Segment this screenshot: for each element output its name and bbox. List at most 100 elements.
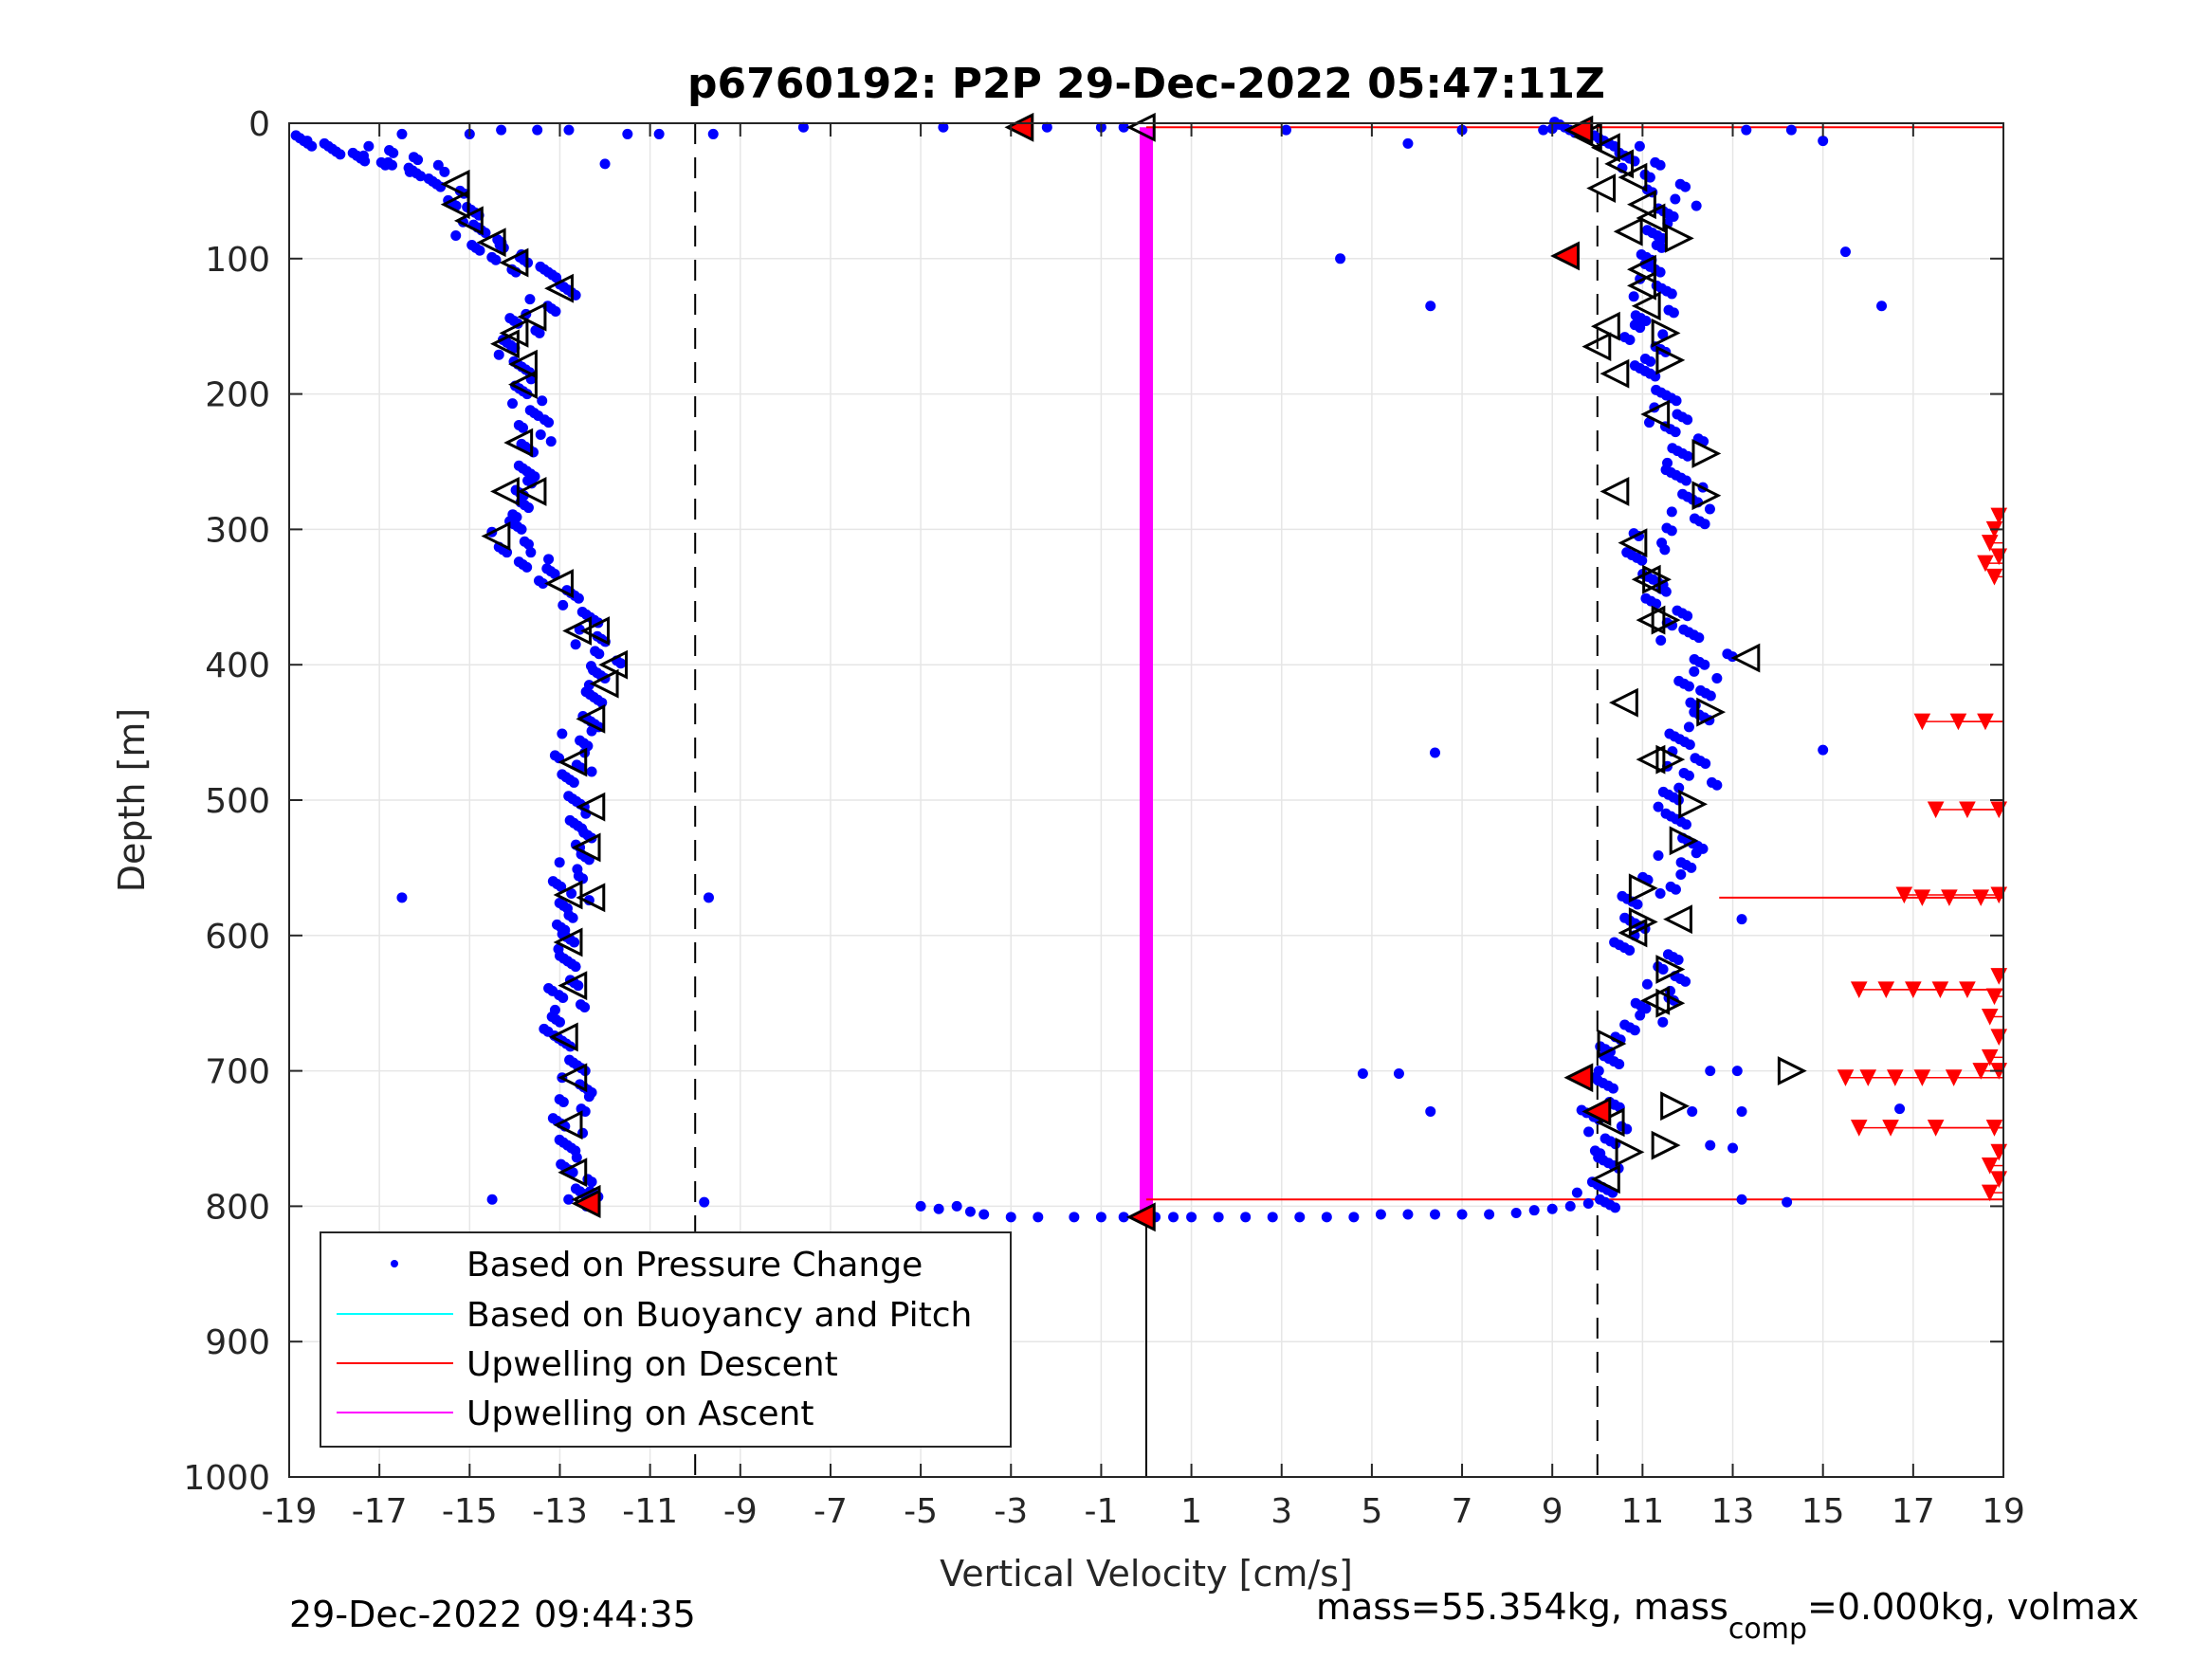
descent-velocity-point [474,245,485,256]
descent-velocity-point [387,159,398,171]
ascent-velocity-point [1636,555,1648,566]
y-axis-label: Depth [m] [111,708,153,893]
left-triangle-marker [1631,291,1661,321]
ascent-velocity-point [1683,770,1694,781]
right-triangle-marker [1651,318,1681,348]
footer-mass-subscript: comp [1728,1613,1807,1646]
x-tick-label: 1 [1180,1492,1202,1531]
surface-point [1538,124,1549,136]
ascent-outlier-point [1731,1066,1743,1077]
ascent-velocity-point [1624,334,1636,345]
descent-velocity-point [566,888,577,900]
descent-velocity-point [415,171,427,182]
left-triangle-marker [544,273,574,303]
descent-velocity-point [525,547,537,558]
left-triangle-marker [558,747,588,777]
red-triangle-marker [1004,112,1034,142]
surface-point [302,136,313,147]
ascent-velocity-point [1673,955,1684,966]
ascent-velocity-point [1668,211,1679,223]
left-triangle-marker [1125,112,1156,142]
ascent-outlier-point [1335,253,1346,264]
y-tick-label: 0 [248,105,270,144]
bottom-point [1095,1212,1106,1223]
x-tick-label: -5 [904,1492,938,1531]
descent-velocity-point [569,937,580,948]
surface-point [1118,121,1129,133]
ascent-velocity-point [1711,672,1723,684]
ascent-velocity-point [1657,329,1669,340]
ascent-velocity-point [1670,427,1681,438]
ascent-velocity-point [1657,1016,1669,1028]
bottom-point [1430,1209,1441,1220]
ascent-velocity-point [1668,307,1679,319]
ascent-velocity-point [1684,738,1695,750]
left-triangle-marker [548,1022,578,1052]
legend: Based on Pressure Change Based on Buoyan… [320,1231,1012,1448]
ascent-velocity-point [1666,288,1677,300]
x-tick-label: 5 [1361,1492,1382,1531]
left-triangle-marker [553,927,583,957]
legend-label-descent: Upwelling on Descent [466,1345,838,1384]
bottom-point [964,1206,976,1217]
ascent-velocity-point [1693,632,1705,644]
descent-velocity-point [543,554,555,565]
bottom-point [951,1200,962,1212]
ascent-velocity-point [1629,1025,1640,1036]
left-triangle-marker [1600,358,1630,389]
descent-velocity-point [412,155,424,166]
right-triangle-marker [1664,223,1694,253]
bottom-point [1402,1209,1414,1220]
left-triangle-marker [1608,687,1638,718]
left-triangle-marker [553,1110,583,1140]
right-triangle-marker [1660,1091,1691,1121]
ascent-velocity-point [1680,475,1691,486]
footer-mass-prefix: mass=55.354kg, mass [1316,1586,1728,1628]
left-triangle-marker [453,206,484,236]
right-triangle-marker [1655,744,1686,775]
left-triangle-marker [503,428,534,458]
y-tick-label: 700 [205,1053,270,1092]
ascent-outlier-point [1782,1196,1793,1208]
x-tick-label: -1 [1084,1492,1118,1531]
surface-point [797,121,809,133]
ascent-velocity-point [1640,315,1652,326]
left-triangle-marker [1640,399,1671,429]
ascent-velocity-point [1628,291,1639,302]
y-tick-label: 800 [205,1188,270,1227]
ascent-velocity-point [1691,200,1702,211]
descent-velocity-point [335,149,346,160]
chart-title: p6760192: P2P 29-Dec-2022 05:47:11Z [687,60,1605,108]
bottom-point [1005,1212,1016,1223]
ascent-velocity-point [1655,634,1667,646]
descent-velocity-point [363,140,375,152]
ascent-velocity-point [1699,659,1710,670]
bottom-point [978,1209,990,1220]
bottom-point [1510,1208,1522,1219]
ascent-velocity-point [1640,1003,1652,1014]
ascent-outlier-point [1876,301,1888,312]
ascent-outlier-point [1736,1194,1747,1205]
x-tick-label: 13 [1711,1492,1755,1531]
right-triangle-marker [1655,988,1686,1018]
surface-point [396,128,408,139]
left-triangle-marker [1590,133,1620,163]
y-tick-label: 100 [205,241,270,280]
descent-velocity-point [550,305,561,317]
descent-velocity-point [388,147,399,158]
ascent-velocity-point [1682,414,1693,426]
red-triangle-marker [1125,1202,1156,1232]
ascent-velocity-point [1651,598,1662,610]
right-triangle-marker [1777,1056,1807,1086]
descent-velocity-point [586,725,597,737]
ascent-velocity-point [1691,848,1702,859]
left-triangle-marker [517,301,547,332]
descent-outlier-point [396,892,408,903]
left-triangle-marker [1627,254,1656,284]
legend-label-buoyancy: Based on Buoyancy and Pitch [466,1296,972,1335]
bottom-point [1564,1200,1576,1212]
bottom-point [1321,1212,1332,1223]
ascent-velocity-point [1644,172,1655,183]
x-tick-label: 9 [1542,1492,1563,1531]
x-tick-label: 7 [1452,1492,1473,1531]
